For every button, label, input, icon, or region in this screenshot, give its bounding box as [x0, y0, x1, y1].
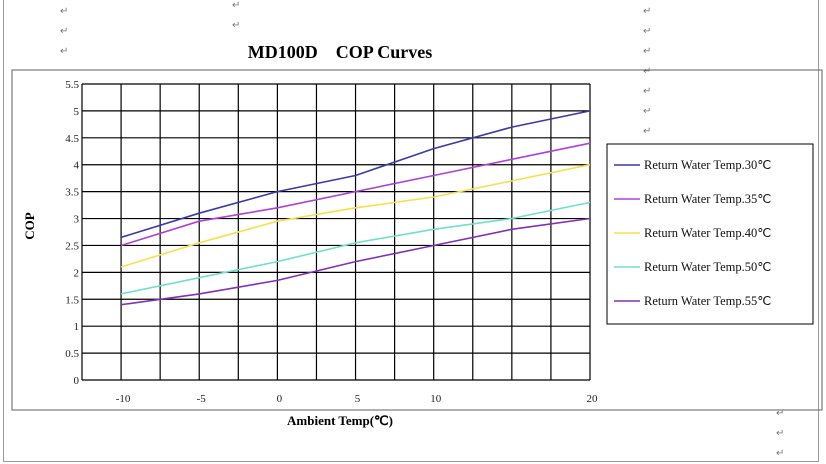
y-tick-label: 2.5 — [65, 240, 79, 252]
y-axis-label: COP — [22, 212, 37, 240]
y-tick-label: 1.5 — [65, 294, 79, 306]
paragraph-mark-icon: ↵ — [643, 6, 652, 17]
y-tick-label: 2 — [74, 267, 80, 279]
paragraph-marks-right: ↵ ↵ ↵ ↵ ↵ ↵ ↵ — [643, 2, 651, 142]
paragraph-mark-icon: ↵ — [232, 20, 241, 31]
paragraph-marks-left: ↵ ↵ ↵ — [60, 2, 68, 62]
series-lines — [120, 110, 591, 306]
y-tick-label: 5 — [74, 106, 80, 118]
y-tick-label: 3.5 — [65, 187, 79, 199]
paragraph-mark-icon: ↵ — [643, 106, 652, 117]
x-tick-label: -5 — [197, 393, 207, 405]
paragraph-marks-bottom: ↵ ↵ ↵ — [776, 404, 784, 464]
paragraph-mark-icon: ↵ — [60, 6, 69, 17]
legend-box — [606, 143, 814, 325]
y-axis-ticks: 0 0.5 1 1.5 2 2.5 3 3.5 4 4.5 5 5.5 — [65, 79, 79, 387]
paragraph-mark-icon: ↵ — [643, 46, 652, 57]
y-tick-label: 1 — [74, 321, 80, 333]
legend-label: Return Water Temp.35℃ — [644, 192, 771, 206]
y-tick-label: 4 — [74, 160, 80, 172]
paragraph-mark-icon: ↵ — [643, 26, 652, 37]
series-line — [120, 163, 591, 268]
chart-area-border — [11, 69, 823, 411]
legend-label: Return Water Temp.40℃ — [644, 226, 771, 240]
x-tick-label: 10 — [430, 393, 442, 405]
paragraph-marks-mid: ↵ ↵ — [232, 0, 240, 36]
paragraph-mark-icon: ↵ — [776, 428, 785, 439]
y-tick-label: 5.5 — [65, 79, 79, 91]
x-tick-label: 5 — [355, 393, 361, 405]
series-line — [120, 142, 591, 247]
paragraph-mark-icon: ↵ — [232, 0, 241, 11]
x-tick-label: 20 — [587, 393, 599, 405]
paragraph-mark-icon: ↵ — [643, 86, 652, 97]
x-tick-label: -10 — [116, 393, 131, 405]
paragraph-mark-icon: ↵ — [60, 46, 69, 57]
x-axis-ticks: -10 -5 0 5 10 20 — [116, 393, 598, 405]
series-line — [120, 217, 591, 306]
legend-label: Return Water Temp.50℃ — [644, 260, 771, 274]
paragraph-mark-icon: ↵ — [776, 448, 785, 459]
y-tick-label: 0.5 — [65, 348, 79, 360]
series-line — [120, 110, 591, 239]
paragraph-mark-icon: ↵ — [776, 408, 785, 419]
chart-title: MD100D COP Curves — [248, 42, 432, 62]
paragraph-mark-icon: ↵ — [643, 126, 652, 137]
legend: Return Water Temp.30℃ Return Water Temp.3… — [614, 158, 771, 308]
legend-label: Return Water Temp.55℃ — [644, 294, 771, 308]
x-tick-label: 0 — [277, 393, 283, 405]
grid-lines — [81, 83, 591, 381]
y-tick-label: 0 — [74, 375, 80, 387]
paragraph-mark-icon: ↵ — [643, 66, 652, 77]
y-tick-label: 4.5 — [65, 133, 79, 145]
legend-label: Return Water Temp.30℃ — [644, 158, 771, 172]
x-axis-label: Ambient Temp(℃) — [287, 413, 393, 428]
document-frame — [3, 0, 819, 462]
y-tick-label: 3 — [74, 214, 80, 226]
series-line — [120, 201, 591, 295]
paragraph-mark-icon: ↵ — [60, 26, 69, 37]
